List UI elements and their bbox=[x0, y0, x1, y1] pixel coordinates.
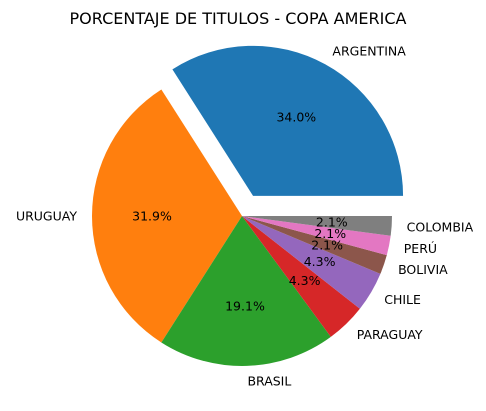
category-labels-group: ARGENTINA URUGUAY BRASIL PARAGUAY CHILE BOLIV… bbox=[16, 44, 474, 389]
category-label-paraguay: PARAGUAY bbox=[357, 327, 423, 342]
percent-labels-group: 34.0%31.9%19.1%4.3%4.3%2.1%2.1%2.1% bbox=[132, 109, 348, 313]
pie-slice-colombia bbox=[242, 216, 392, 236]
category-label-brasil: BRASIL bbox=[247, 373, 291, 388]
category-label-colombia: COLOMBIA bbox=[407, 219, 474, 234]
pie-slice-argentina bbox=[172, 45, 404, 196]
percent-label-perú: 2.1% bbox=[314, 226, 346, 241]
percent-label-uruguay: 31.9% bbox=[132, 209, 172, 224]
percent-label-bolivia: 2.1% bbox=[311, 238, 343, 253]
slices-group bbox=[91, 45, 404, 366]
pie-slice-paraguay bbox=[242, 216, 360, 337]
chart-title: PORCENTAJE DE TITULOS - COPA AMERICA bbox=[70, 9, 407, 28]
pie-slice-perú bbox=[242, 216, 391, 256]
category-label-bolivia: BOLIVIA bbox=[398, 262, 448, 277]
category-label-perú: PERÚ bbox=[404, 241, 437, 256]
percent-label-paraguay: 4.3% bbox=[289, 273, 321, 288]
category-label-chile: CHILE bbox=[384, 292, 421, 307]
percent-label-argentina: 34.0% bbox=[276, 109, 316, 124]
percent-label-colombia: 2.1% bbox=[316, 214, 348, 229]
pie-slice-bolivia bbox=[242, 216, 387, 274]
category-label-argentina: ARGENTINA bbox=[332, 44, 406, 59]
pie-slice-uruguay bbox=[91, 89, 243, 343]
category-label-uruguay: URUGUAY bbox=[16, 209, 77, 224]
pie-slice-brasil bbox=[161, 216, 331, 366]
pie-slice-chile bbox=[242, 216, 381, 309]
percent-label-chile: 4.3% bbox=[304, 254, 336, 269]
percent-label-brasil: 19.1% bbox=[225, 298, 265, 313]
